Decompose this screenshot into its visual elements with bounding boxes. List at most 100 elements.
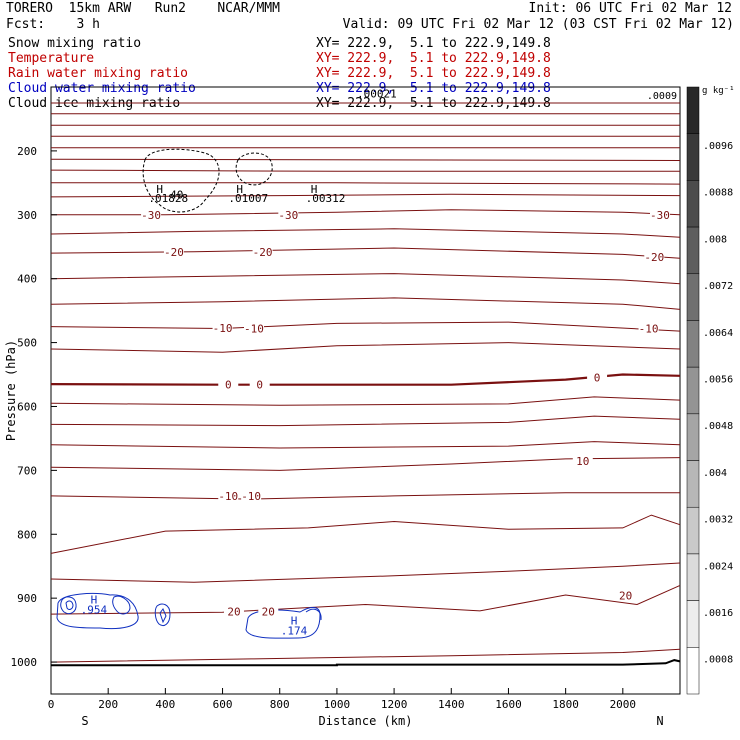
x-tick-label: 400 bbox=[155, 698, 175, 711]
x-tick-label: 1200 bbox=[381, 698, 408, 711]
colorbar-segment bbox=[686, 226, 700, 275]
temperature-label: -10 bbox=[213, 322, 233, 335]
snow-max-label: .00021 bbox=[357, 87, 397, 100]
x-tick-label: 1400 bbox=[438, 698, 465, 711]
temperature-contour bbox=[50, 193, 681, 198]
colorbar-segment bbox=[686, 320, 700, 368]
label-mask bbox=[243, 322, 264, 334]
label-mask bbox=[141, 208, 162, 220]
snow-max-label: H bbox=[311, 183, 318, 196]
cloud-water-contour bbox=[112, 595, 131, 615]
temperature-contour bbox=[50, 415, 681, 427]
cloud-water-contour bbox=[56, 593, 139, 630]
temperature-label: -20 bbox=[253, 246, 273, 259]
x-tick-label: 200 bbox=[98, 698, 118, 711]
init-time: Init: 06 UTC Fri 02 Mar 12 bbox=[528, 1, 733, 16]
colorbar-label: .0016 bbox=[703, 608, 733, 619]
temperature-label: 20 bbox=[262, 606, 275, 619]
field-xy: XY= 222.9, 5.1 to 222.9,149.8 bbox=[316, 66, 551, 81]
label-mask bbox=[572, 454, 593, 466]
x-tick-label: 800 bbox=[270, 698, 290, 711]
plot-frame bbox=[50, 86, 681, 695]
x-axis-title: Distance (km) bbox=[319, 714, 413, 728]
temperature-label: 20 bbox=[619, 590, 632, 603]
colorbar-label: .008 bbox=[703, 234, 727, 245]
x-tick-label: 0 bbox=[48, 698, 55, 711]
temperature-label: -30 bbox=[278, 209, 298, 222]
field-xy: XY= 222.9, 5.1 to 222.9,149.8 bbox=[316, 51, 551, 66]
colorbar-segment bbox=[686, 86, 700, 134]
field-name: Temperature bbox=[8, 51, 95, 66]
label-mask bbox=[212, 321, 233, 333]
label-mask bbox=[218, 489, 239, 501]
temperature-contour bbox=[50, 169, 680, 172]
colorbar-label: .0056 bbox=[703, 374, 733, 385]
snow-contour bbox=[235, 152, 273, 186]
temperature-label: -30 bbox=[141, 209, 161, 222]
y-tick-label: 700 bbox=[17, 464, 37, 477]
temperature-contour bbox=[50, 273, 681, 285]
cloud-water-contour bbox=[305, 608, 322, 621]
field-name: Rain water mixing ratio bbox=[8, 66, 189, 81]
cloud-water-max-label: H bbox=[291, 615, 298, 628]
colorbar-segment bbox=[686, 506, 700, 555]
temperature-label: 0 bbox=[225, 379, 232, 392]
snow-max-label: .01828 bbox=[148, 192, 188, 205]
y-tick-label: 400 bbox=[17, 273, 37, 286]
label-mask bbox=[241, 489, 262, 501]
temperature-contour bbox=[50, 492, 680, 500]
temperature-label: -20 bbox=[644, 251, 664, 264]
temperature-label: -10 bbox=[244, 323, 264, 336]
colorbar-label: .0096 bbox=[703, 141, 733, 152]
label-mask bbox=[278, 208, 299, 220]
y-tick-label: 200 bbox=[17, 145, 37, 158]
y-tick-label: 600 bbox=[17, 400, 37, 413]
snow-max-label: 40 bbox=[170, 188, 183, 201]
model-title: TORERO 15km ARW Run2 NCAR/MMM bbox=[6, 1, 280, 16]
label-mask bbox=[218, 378, 239, 390]
label-mask bbox=[223, 605, 244, 617]
colorbar-label: .0064 bbox=[703, 328, 733, 339]
colorbar-segment bbox=[686, 600, 700, 648]
temperature-label: -20 bbox=[164, 246, 184, 259]
label-mask bbox=[587, 371, 608, 383]
label-mask bbox=[163, 245, 184, 257]
south-label: S bbox=[81, 714, 88, 728]
temperature-contour bbox=[50, 584, 681, 615]
temperature-contour bbox=[50, 321, 681, 332]
temperature-contour bbox=[50, 562, 681, 583]
terrain-surface bbox=[51, 659, 681, 667]
colorbar-segment bbox=[686, 366, 700, 415]
cloud-water-contour bbox=[154, 603, 171, 627]
x-tick-label: 600 bbox=[213, 698, 233, 711]
temperature-label: 0 bbox=[256, 379, 263, 392]
y-tick-label: 800 bbox=[17, 528, 37, 541]
colorbar-label: .0072 bbox=[703, 281, 733, 292]
colorbar-segment bbox=[686, 180, 700, 228]
cloud-water-max-label: .954 bbox=[81, 604, 108, 617]
cloud-water-contour bbox=[60, 596, 77, 615]
colorbar-segment bbox=[686, 553, 700, 601]
temperature-contour bbox=[50, 514, 681, 554]
temperature-label: -10 bbox=[639, 323, 659, 336]
y-tick-label: 300 bbox=[17, 209, 37, 222]
field-xy: XY= 222.9, 5.1 to 222.9,149.8 bbox=[316, 36, 551, 51]
temperature-label: -10 bbox=[218, 490, 238, 503]
temperature-contour bbox=[50, 342, 681, 353]
valid-time: Valid: 09 UTC Fri 02 Mar 12 (03 CST Fri … bbox=[342, 17, 734, 32]
cloud-water-contour bbox=[159, 608, 167, 624]
temperature-label: -30 bbox=[650, 209, 670, 222]
colorbar-segment bbox=[686, 133, 700, 181]
temperature-contour bbox=[50, 373, 681, 386]
snow-max-label: .00312 bbox=[306, 192, 346, 205]
field-name: Cloud water mixing ratio bbox=[8, 81, 196, 96]
field-name: Snow mixing ratio bbox=[8, 36, 142, 51]
label-mask bbox=[615, 589, 636, 601]
colorbar-segment bbox=[686, 460, 700, 508]
north-label: N bbox=[656, 714, 663, 728]
label-mask bbox=[252, 245, 273, 257]
forecast-hour: Fcst: 3 h bbox=[6, 17, 100, 32]
snow-max-label: H bbox=[156, 183, 163, 196]
label-mask bbox=[258, 605, 279, 617]
snow-contour bbox=[142, 148, 220, 213]
